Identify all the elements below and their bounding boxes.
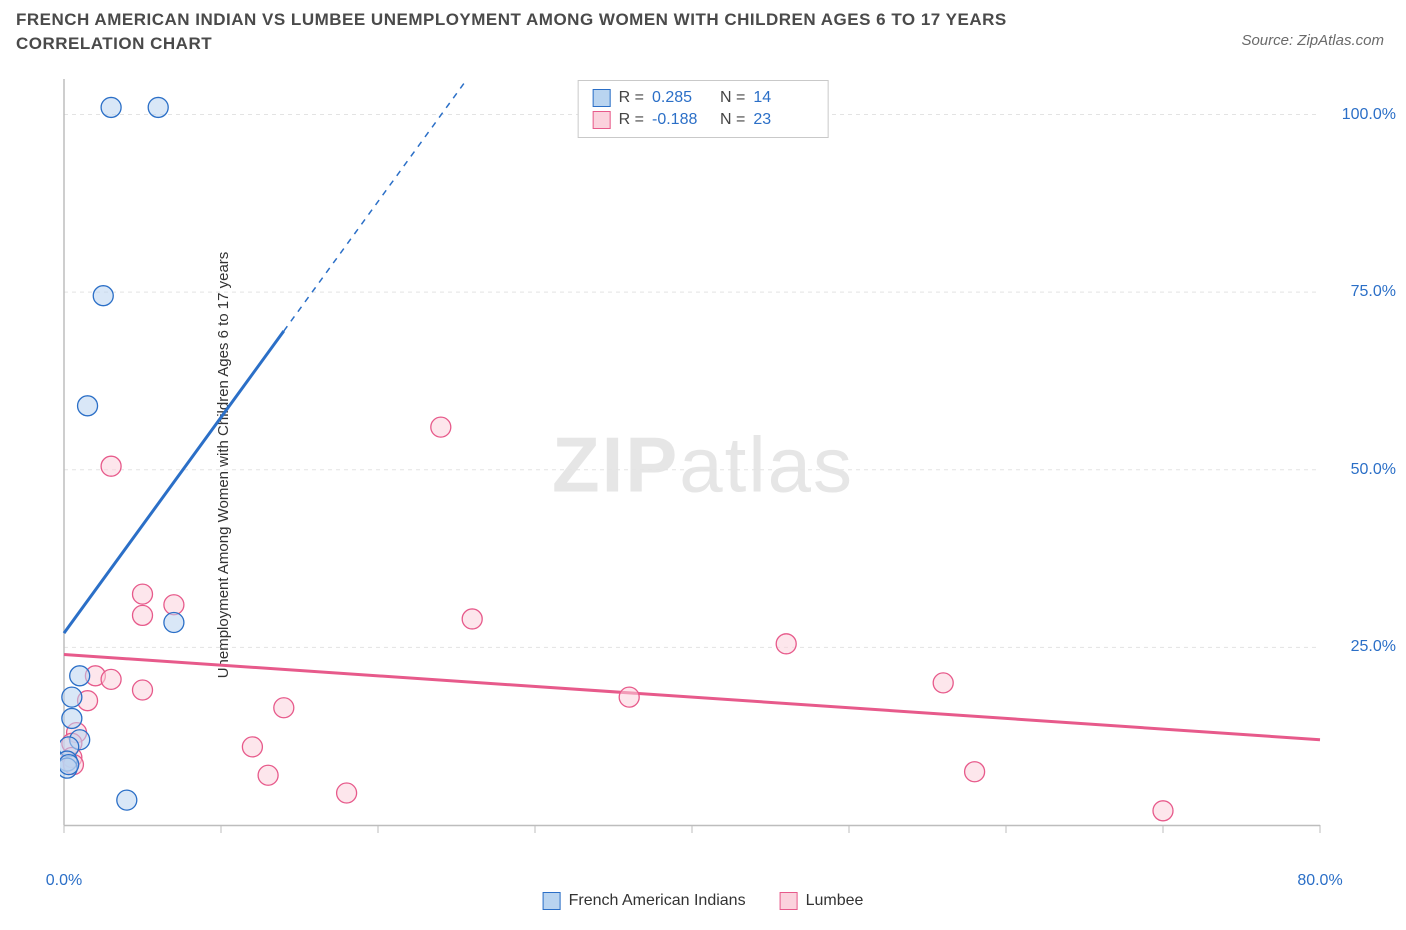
swatch-blue bbox=[593, 89, 611, 107]
r-value-blue: 0.285 bbox=[652, 89, 712, 107]
scatter-plot bbox=[60, 75, 1380, 865]
swatch-pink bbox=[593, 111, 611, 129]
y-tick-label: 50.0% bbox=[1351, 461, 1396, 479]
y-tick-label: 75.0% bbox=[1351, 283, 1396, 301]
chart-title: FRENCH AMERICAN INDIAN VS LUMBEE UNEMPLO… bbox=[16, 8, 1116, 56]
n-label: N = bbox=[720, 111, 745, 129]
correlation-row-pink: R = -0.188 N = 23 bbox=[593, 109, 814, 131]
source-attribution: Source: ZipAtlas.com bbox=[1241, 32, 1384, 49]
legend-item-pink: Lumbee bbox=[780, 892, 864, 910]
x-tick-label: 0.0% bbox=[46, 872, 82, 890]
swatch-blue bbox=[543, 892, 561, 910]
swatch-pink bbox=[780, 892, 798, 910]
correlation-legend: R = 0.285 N = 14 R = -0.188 N = 23 bbox=[578, 80, 829, 138]
x-tick-label: 80.0% bbox=[1297, 872, 1342, 890]
y-tick-label: 25.0% bbox=[1351, 638, 1396, 656]
series-legend: French American Indians Lumbee bbox=[543, 892, 864, 910]
y-tick-label: 100.0% bbox=[1342, 106, 1396, 124]
r-label: R = bbox=[619, 111, 644, 129]
correlation-row-blue: R = 0.285 N = 14 bbox=[593, 87, 814, 109]
chart-area bbox=[60, 75, 1380, 865]
n-label: N = bbox=[720, 89, 745, 107]
r-value-pink: -0.188 bbox=[652, 111, 712, 129]
n-value-pink: 23 bbox=[753, 111, 813, 129]
legend-label-blue: French American Indians bbox=[569, 892, 746, 910]
legend-label-pink: Lumbee bbox=[806, 892, 864, 910]
n-value-blue: 14 bbox=[753, 89, 813, 107]
r-label: R = bbox=[619, 89, 644, 107]
legend-item-blue: French American Indians bbox=[543, 892, 746, 910]
